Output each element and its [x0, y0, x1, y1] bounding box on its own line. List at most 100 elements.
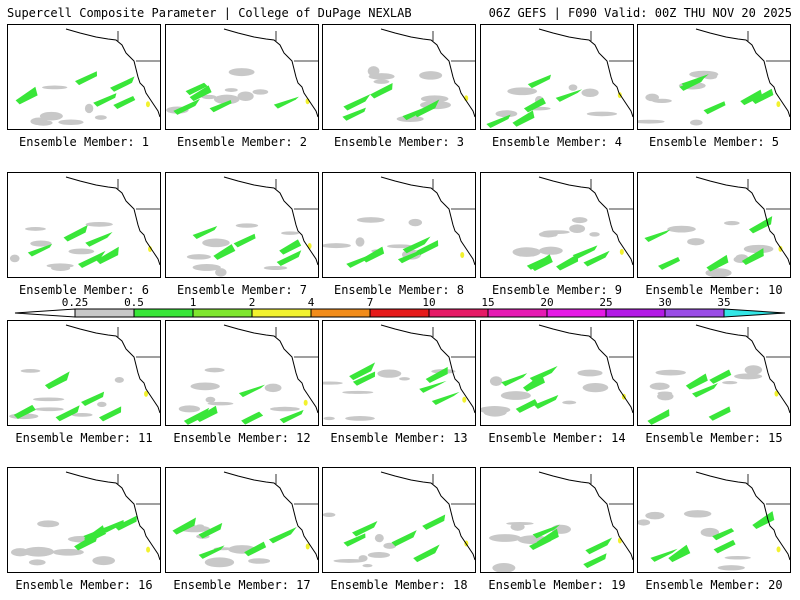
chart-title: Supercell Composite Parameter | College … [7, 6, 412, 20]
pacific-basemap [323, 176, 475, 268]
scp-contour-low [205, 396, 216, 403]
scp-contour-high [148, 246, 153, 253]
coastline [380, 28, 475, 118]
scp-contour-low [367, 552, 391, 558]
scp-contour-low [408, 218, 423, 227]
ensemble-member-label: Ensemble Member: 6 [18, 283, 150, 297]
scp-contour-mid [749, 216, 773, 234]
coastline [695, 471, 790, 561]
coastline [380, 324, 475, 414]
colorbar-tick-label: 7 [367, 296, 374, 309]
scp-contour-low [571, 217, 588, 224]
scp-contour-low [724, 221, 740, 226]
scp-contour-low [368, 73, 395, 80]
scp-contour-low [356, 217, 385, 223]
scp-contour-low [652, 98, 672, 103]
scp-contour-mid [585, 537, 613, 555]
ensemble-member-map [7, 320, 161, 426]
scp-contour-mid [233, 233, 256, 248]
scp-contour-low [512, 247, 541, 257]
scp-contour-mid [533, 394, 559, 409]
scp-contour-high [776, 101, 781, 108]
scp-contour-low [34, 407, 64, 412]
coastline [380, 176, 475, 266]
scp-contour-mid [63, 224, 88, 242]
scp-contour-high [303, 399, 308, 406]
scp-contour-mid [529, 533, 555, 551]
scp-contour-low [84, 103, 94, 114]
scp-contour-low [582, 383, 609, 393]
scp-contour-low [562, 400, 577, 405]
ensemble-member-map [480, 24, 634, 130]
coastline [65, 28, 160, 118]
scp-contour-low [252, 89, 269, 95]
scp-contour-mid [198, 522, 223, 539]
ensemble-member-map [480, 172, 634, 278]
coastline [223, 324, 318, 414]
country-border [747, 179, 790, 210]
country-border [432, 474, 475, 505]
colorbar-tick-label: 2 [249, 296, 256, 309]
run-valid-time: 06Z GEFS | F090 Valid: 00Z THU NOV 20 20… [488, 6, 792, 20]
ensemble-member-label: Ensemble Member: 9 [491, 283, 623, 297]
pacific-basemap [644, 176, 790, 277]
scp-contour-low [186, 254, 212, 260]
coastline [65, 471, 160, 561]
scp-contour-low [362, 563, 373, 568]
coastline [695, 176, 790, 266]
pacific-basemap [647, 324, 790, 425]
colorbar-high-end [723, 308, 786, 318]
scp-contour-low [374, 534, 384, 543]
scp-contour-mid [343, 533, 366, 547]
ensemble-member-label: Ensemble Member: 12 [173, 431, 311, 445]
scp-contour-mid [529, 365, 558, 383]
scp-contour-mid [276, 250, 302, 266]
ensemble-member-label: Ensemble Member: 19 [488, 578, 626, 592]
scp-contour-mid [501, 373, 528, 387]
pacific-basemap [9, 176, 160, 271]
scp-contour-low [32, 397, 65, 402]
scp-contour-mid [752, 511, 775, 529]
scp-contour-low [11, 548, 30, 557]
colorbar-tick-label: 0.25 [62, 296, 89, 309]
country-border [275, 179, 318, 210]
ensemble-member-label: Ensemble Member: 16 [15, 578, 153, 592]
scp-contour-mid [530, 254, 553, 271]
scp-contour-mid [751, 88, 774, 105]
scp-contour-mid [741, 248, 764, 266]
scp-contour-low [30, 240, 52, 247]
colorbar-segment [251, 308, 312, 318]
scp-contour-low [345, 416, 375, 421]
scp-contour-mid [515, 399, 538, 413]
pacific-basemap [323, 471, 475, 568]
colorbar-segment [369, 308, 430, 318]
colorbar-tick-label: 10 [422, 296, 435, 309]
scp-contour-mid [238, 384, 266, 398]
scp-contour-low [34, 120, 53, 126]
scp-contour-mid [268, 527, 297, 544]
scp-contour-low [264, 383, 282, 393]
scp-contour-mid [572, 245, 598, 260]
ensemble-member-label: Ensemble Member: 5 [648, 135, 780, 149]
scp-contour-low [539, 246, 563, 255]
colorbar-tick-label: 0.5 [124, 296, 144, 309]
scp-contour-low [542, 230, 570, 235]
pacific-basemap [489, 471, 633, 572]
scp-contour-low [235, 223, 259, 228]
scp-contour-low [204, 557, 235, 568]
scp-contour-mid [279, 239, 302, 255]
scp-contour-mid [419, 380, 447, 393]
scp-contour-low [71, 412, 93, 417]
scp-contour-mid [583, 553, 607, 569]
scp-contour-low [358, 555, 368, 562]
scp-contour-mid [101, 519, 124, 533]
pacific-basemap [186, 176, 318, 277]
scp-contour-low [281, 231, 300, 235]
scp-contour-low [24, 227, 46, 231]
scp-contour-low [52, 548, 84, 556]
scp-contour-low [323, 243, 351, 249]
scp-contour-mid [685, 373, 708, 390]
scp-contour-low [734, 373, 763, 380]
scp-contour-mid [244, 541, 267, 557]
scp-contour-low [228, 68, 255, 77]
